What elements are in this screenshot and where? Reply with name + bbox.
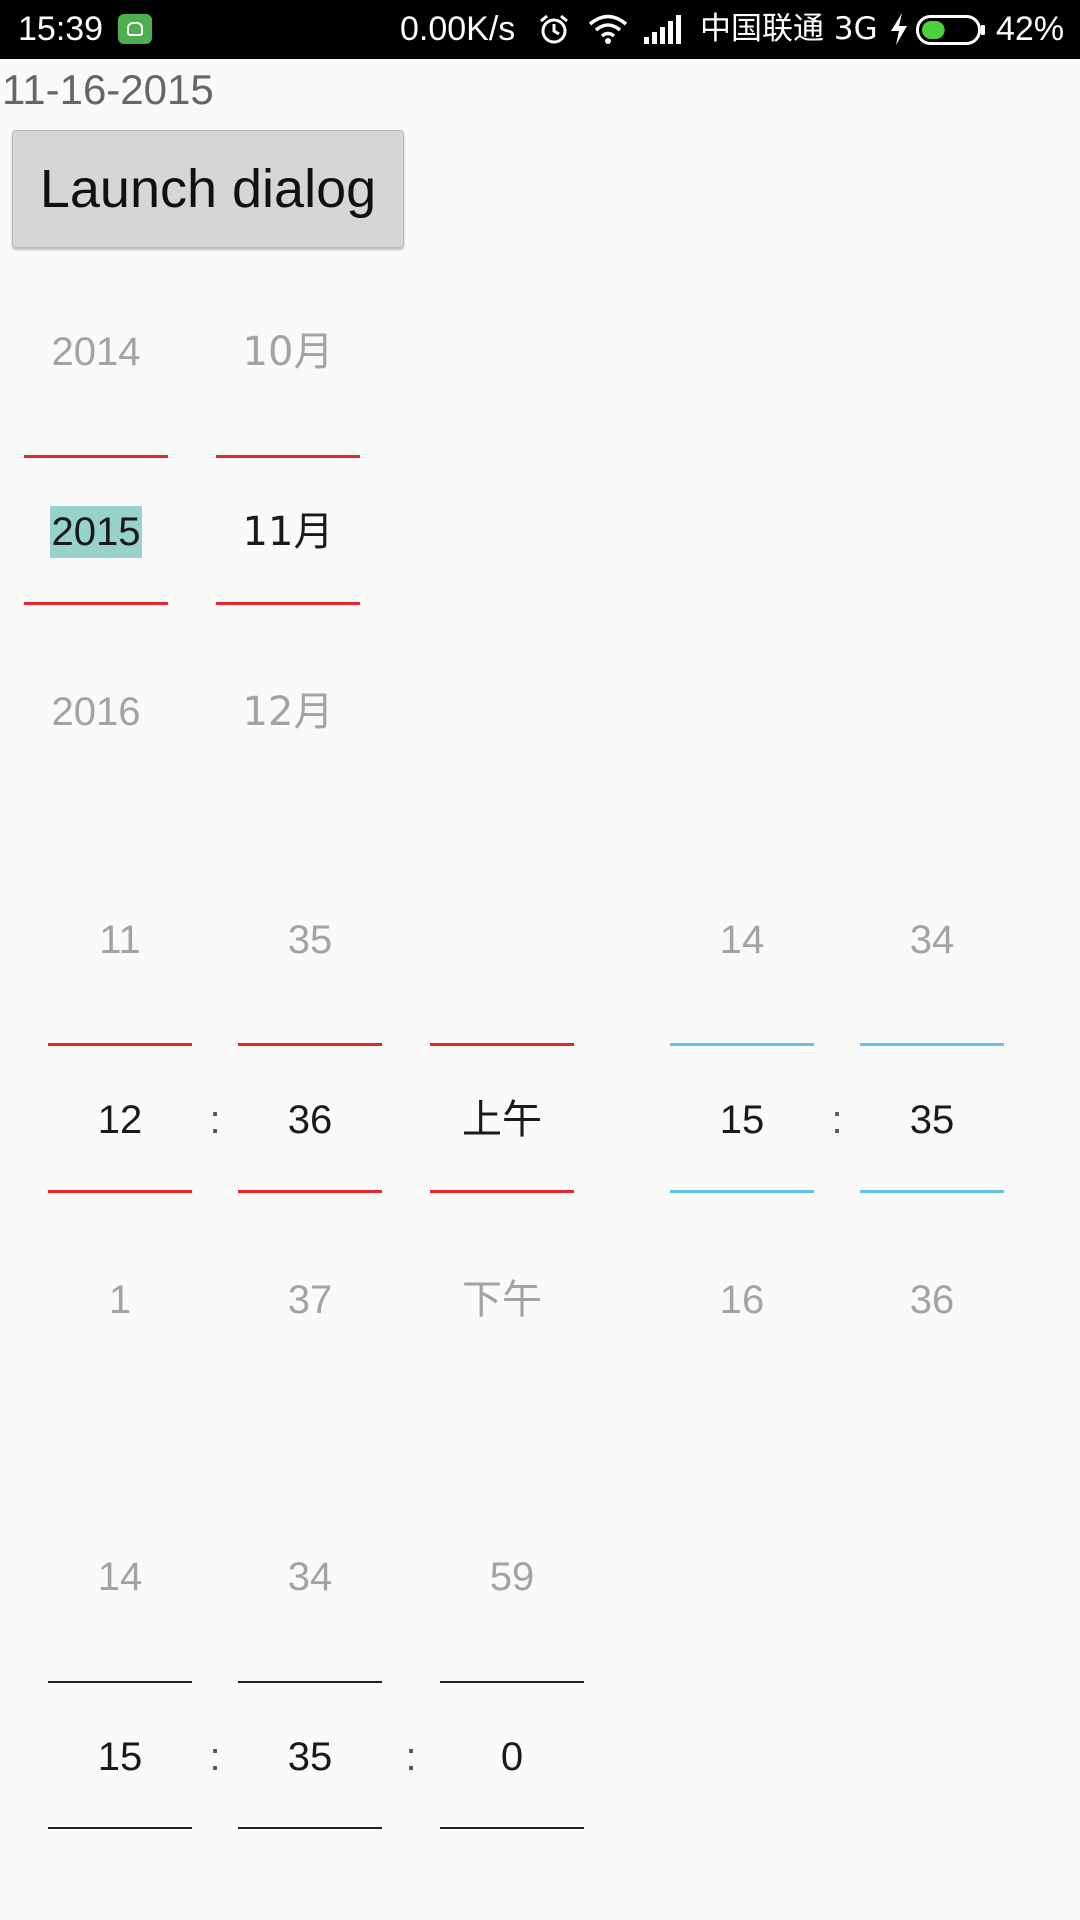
minute-current[interactable]: 36 (287, 1098, 333, 1142)
charging-icon (891, 13, 907, 45)
hour-s-divider-bottom (48, 1827, 192, 1829)
ampm-next[interactable]: 下午 (462, 1277, 542, 1323)
wifi-icon (588, 14, 628, 44)
hour-prev[interactable]: 11 (99, 918, 141, 962)
status-time: 15:39 (18, 10, 104, 48)
status-bar: 15:39 0.00K/s 中国联通 3G (0, 0, 1080, 59)
minute24-divider-bottom (860, 1190, 1004, 1193)
second-divider-bottom (440, 1827, 584, 1829)
minute-divider-top (238, 1043, 382, 1046)
second-divider-top (440, 1681, 584, 1683)
year-next[interactable]: 2016 (51, 690, 141, 734)
year-prev[interactable]: 2014 (51, 330, 141, 374)
second-prev[interactable]: 59 (489, 1555, 535, 1599)
alarm-icon (540, 14, 568, 44)
hour24-prev[interactable]: 14 (719, 918, 765, 962)
hour24-divider-top (670, 1043, 814, 1046)
minute-divider-bottom (238, 1190, 382, 1193)
second-current[interactable]: 0 (500, 1735, 524, 1779)
minute24-divider-top (860, 1043, 1004, 1046)
time-s-separator-2: : (405, 1735, 417, 1779)
hour24-next[interactable]: 16 (719, 1278, 765, 1322)
hour24-divider-bottom (670, 1190, 814, 1193)
hour-next[interactable]: 1 (108, 1278, 132, 1322)
minute-next[interactable]: 37 (287, 1278, 333, 1322)
month-current[interactable]: 11月 (242, 509, 334, 555)
minute24-current[interactable]: 35 (909, 1098, 955, 1142)
hour-current[interactable]: 12 (97, 1098, 143, 1142)
signal-icon (644, 15, 681, 44)
time24-separator: : (831, 1098, 843, 1142)
carrier-name: 中国联通 3G (700, 11, 878, 47)
ampm-current[interactable]: 上午 (462, 1097, 542, 1143)
minute-prev[interactable]: 35 (287, 918, 333, 962)
ampm-divider-top (430, 1043, 574, 1046)
hour24-current[interactable]: 15 (719, 1098, 765, 1142)
minute-s-divider-bottom (238, 1827, 382, 1829)
network-speed: 0.00K/s (400, 10, 516, 48)
month-divider-bottom (216, 602, 360, 605)
hour-s-divider-top (48, 1681, 192, 1683)
minute-s-divider-top (238, 1681, 382, 1683)
minute-s-current[interactable]: 35 (287, 1735, 333, 1779)
hour-divider-bottom (48, 1190, 192, 1193)
month-next[interactable]: 12月 (242, 689, 334, 735)
launch-dialog-button[interactable]: Launch dialog (12, 130, 404, 248)
battery-percent: 42% (996, 10, 1065, 48)
year-divider-top (24, 455, 168, 458)
ampm-divider-bottom (430, 1190, 574, 1193)
selected-date-label: 11-16-2015 (2, 66, 214, 113)
year-current-text: 2015 (49, 506, 143, 558)
app-notification-icon (118, 14, 152, 44)
battery-icon (916, 15, 985, 45)
hour-divider-top (48, 1043, 192, 1046)
month-divider-top (216, 455, 360, 458)
year-current[interactable]: 2015 (24, 506, 168, 558)
minute24-prev[interactable]: 34 (909, 918, 955, 962)
minute-s-prev[interactable]: 34 (287, 1555, 333, 1599)
month-prev[interactable]: 10月 (242, 329, 334, 375)
time-s-separator-1: : (209, 1735, 221, 1779)
time-separator: : (209, 1098, 221, 1142)
hour-s-prev[interactable]: 14 (97, 1555, 143, 1599)
hour-s-current[interactable]: 15 (97, 1735, 143, 1779)
minute24-next[interactable]: 36 (909, 1278, 955, 1322)
year-divider-bottom (24, 602, 168, 605)
